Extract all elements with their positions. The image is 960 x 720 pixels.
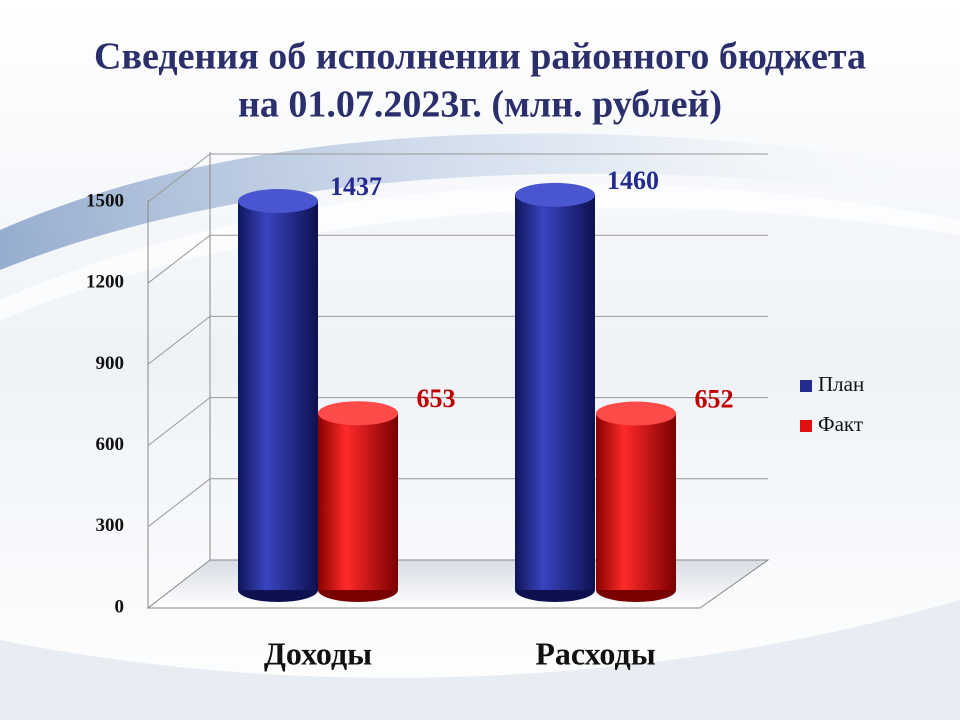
bar-top [515,182,595,207]
chart-title: Сведения об исполнении районного бюджета [94,36,866,78]
value-label: 1460 [607,166,659,195]
bar [515,194,595,590]
bar [318,413,398,590]
bar-top [238,189,318,214]
bar-top [318,401,398,426]
x-tick-label: Расходы [535,635,655,671]
decor [0,600,960,720]
decor [0,133,960,270]
y-tick-label: 900 [96,353,125,374]
y-tick-label: 300 [96,515,125,536]
bar-top [596,401,676,426]
bar [238,201,318,590]
legend-label: План [818,372,864,396]
chart-title: на 01.07.2023г. (млн. рублей) [238,84,722,126]
value-label: 652 [695,384,734,413]
y-tick-label: 600 [96,434,125,455]
y-tick-label: 1500 [86,190,124,211]
value-label: 653 [417,384,456,413]
value-label: 1437 [330,172,382,201]
y-tick-label: 1200 [86,272,124,293]
grid-line [147,153,768,203]
decor [0,184,960,320]
legend-swatch [800,380,812,392]
bar [596,413,676,590]
x-tick-label: Доходы [264,635,372,671]
y-tick-label: 0 [115,596,125,617]
legend-label: Факт [818,412,863,436]
legend-swatch [800,420,812,432]
